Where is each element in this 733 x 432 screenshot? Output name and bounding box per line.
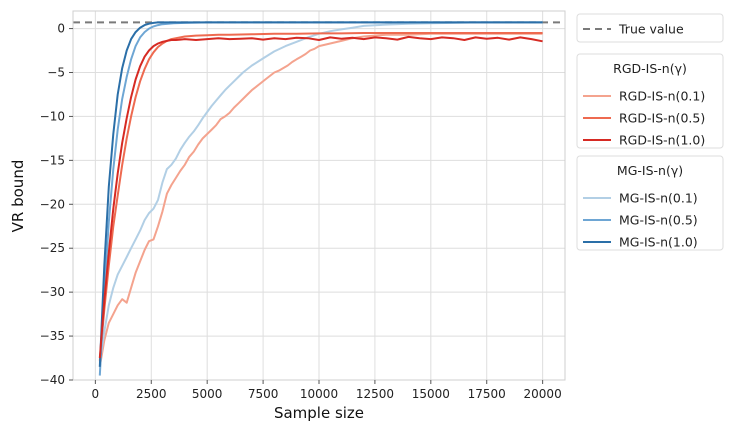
x-tick-label-6: 15000 <box>412 387 450 401</box>
legend-label-1-2: RGD-IS-n(1.0) <box>619 133 705 148</box>
y-tick-label-5: −25 <box>40 241 65 255</box>
legend-box-0 <box>576 13 724 43</box>
legend-label-2-2: MG-IS-n(1.0) <box>619 235 698 250</box>
axis-ticks: 0 2500 5000 7500 10000 12500 15000 17500 20000 0 −… <box>40 22 562 401</box>
legend-title-2: MG-IS-n(γ) <box>617 163 683 178</box>
legend-label-2-0: MG-IS-n(0.1) <box>619 191 698 206</box>
legend-box-1 <box>576 53 724 149</box>
y-tick-label-4: −20 <box>40 197 65 211</box>
series-line-rgd-is-n-0-5 <box>98 32 543 361</box>
legend-label-2-1: MG-IS-n(0.5) <box>619 213 698 228</box>
series-layer <box>73 21 565 376</box>
y-tick-label-7: −35 <box>40 329 65 343</box>
plot-area <box>73 21 565 376</box>
series-line-rgd-is-n-1-0 <box>98 35 543 359</box>
y-tick-label-0: 0 <box>57 22 65 36</box>
series-line-mg-is-n-1-0 <box>98 21 543 367</box>
series-line-mg-is-n-0-1 <box>98 21 543 363</box>
legend-label-1-0: RGD-IS-n(0.1) <box>619 89 705 104</box>
series-line-rgd-is-n-0-1 <box>98 32 543 367</box>
legend-group-1: RGD-IS-n(γ) RGD-IS-n(0.1) RGD-IS-n(0.5) RGD… <box>576 53 724 149</box>
legend-label-1-1: RGD-IS-n(0.5) <box>619 111 705 126</box>
legend-box-2 <box>576 155 724 251</box>
x-tick-label-1: 2500 <box>136 387 167 401</box>
legend-group-0: True value <box>576 13 724 43</box>
x-tick-label-2: 5000 <box>192 387 223 401</box>
legend-group-2: MG-IS-n(γ) MG-IS-n(0.1) MG-IS-n(0.5) MG-IS-… <box>576 155 724 251</box>
x-tick-label-7: 17500 <box>468 387 506 401</box>
y-tick-label-6: −30 <box>40 285 65 299</box>
y-axis-label: VR bound <box>9 160 27 233</box>
x-tick-label-0: 0 <box>92 387 100 401</box>
legend-label-0-0: True value <box>618 22 684 37</box>
x-tick-label-5: 12500 <box>356 387 394 401</box>
y-tick-label-1: −5 <box>47 66 65 80</box>
x-tick-label-3: 7500 <box>248 387 279 401</box>
y-tick-label-2: −10 <box>40 109 65 123</box>
y-tick-label-3: −15 <box>40 153 65 167</box>
x-axis-label: Sample size <box>274 404 364 422</box>
y-tick-label-8: −40 <box>40 373 65 387</box>
legend-title-1: RGD-IS-n(γ) <box>613 61 687 76</box>
x-tick-label-8: 20000 <box>524 387 562 401</box>
x-tick-label-4: 10000 <box>300 387 338 401</box>
legends: True valueRGD-IS-n(γ)RGD-IS-n(0.1)RGD-IS… <box>576 13 724 251</box>
